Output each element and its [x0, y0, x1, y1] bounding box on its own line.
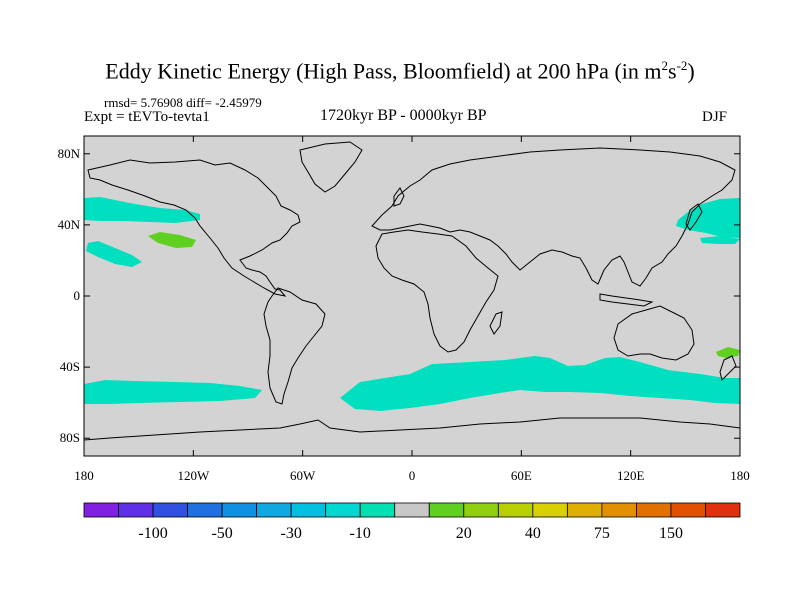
colorbar-label: 20 [456, 525, 472, 542]
lon-tick-label: 120E [617, 468, 645, 483]
colorbar-box [290, 502, 327, 518]
coast-antarctica [83, 417, 741, 441]
coast-south-america [263, 287, 326, 405]
coast-eurasia [371, 147, 736, 287]
colorbar-box [463, 502, 499, 518]
colorbar-label: -50 [211, 525, 232, 542]
coast-north-america [87, 159, 301, 297]
colorbar-box [394, 502, 430, 518]
longitude-axis: 180 120W 60W 0 60E 120E 180 [74, 136, 750, 483]
colorbar-box [256, 502, 292, 518]
colorbar-label: 40 [525, 525, 541, 542]
colorbar-box [532, 502, 568, 518]
colorbar-box [325, 502, 361, 518]
coast-new-zealand [719, 355, 737, 381]
lat-tick-label: 80S [60, 430, 80, 445]
coast-greenland [299, 141, 363, 193]
tasman-positive-patch [716, 347, 740, 358]
lat-tick-label: 0 [74, 288, 81, 303]
subtropical-pacific-band [86, 241, 142, 267]
colorbar-box [705, 502, 741, 518]
colorbar-box [636, 502, 672, 518]
lon-tick-label: 0 [409, 468, 416, 483]
lon-tick-label: 180 [74, 468, 94, 483]
north-pacific-east-band [84, 197, 200, 223]
season-label: DJF [702, 109, 728, 125]
coast-africa [375, 229, 499, 353]
lat-tick-label: 80N [58, 146, 81, 161]
colorbar-box [187, 502, 223, 518]
southern-atlantic-indian-band [340, 356, 740, 411]
colorbar-label: -30 [280, 525, 301, 542]
coast-japan [685, 203, 703, 231]
colorbar-box [359, 502, 396, 518]
experiment-label: Expt = tEVTo-tevta1 [84, 109, 210, 125]
colorbar-box [497, 502, 534, 518]
colorbar-label: 150 [659, 525, 683, 542]
rmsd-diff-stats: rmsd= 5.76908 diff= -2.45979 [104, 95, 262, 110]
colorbar-label: -10 [350, 525, 371, 542]
colorbar-box [221, 502, 258, 518]
colorbar-box [83, 502, 119, 518]
colorbar: -100 -50 -30 -10 20 40 75 150 [83, 502, 741, 542]
latitude-axis: 80N 40N 0 40S 80S [58, 146, 740, 445]
coast-madagascar [489, 311, 503, 335]
colorbar-box [670, 502, 706, 518]
map-background [84, 136, 740, 456]
lat-tick-label: 40S [60, 359, 80, 374]
lon-tick-label: 60W [290, 468, 316, 483]
southern-pacific-band [84, 380, 262, 404]
colorbar-label: -100 [138, 525, 167, 542]
lon-tick-label: 120W [177, 468, 210, 483]
subtropical-pacific-band-east [700, 236, 740, 244]
lon-tick-label: 60E [511, 468, 532, 483]
colorbar-box [601, 502, 637, 518]
lon-tick-label: 180 [730, 468, 750, 483]
lat-tick-label: 40N [58, 217, 81, 232]
coast-indonesia [599, 293, 654, 307]
anomaly-shading [84, 197, 740, 411]
colorbar-label: 75 [594, 525, 610, 542]
coastlines [83, 141, 741, 441]
coast-australia [613, 305, 695, 361]
colorbar-box [118, 502, 154, 518]
coast-british-isles [393, 187, 405, 207]
colorbar-box [566, 502, 603, 518]
period-label: 1720kyr BP - 0000kyr BP [320, 107, 487, 124]
colorbar-box [428, 502, 465, 518]
north-pacific-positive-patch [148, 232, 196, 248]
colorbar-box [152, 502, 188, 518]
plot-title: Eddy Kinetic Energy (High Pass, Bloomfie… [105, 58, 695, 84]
